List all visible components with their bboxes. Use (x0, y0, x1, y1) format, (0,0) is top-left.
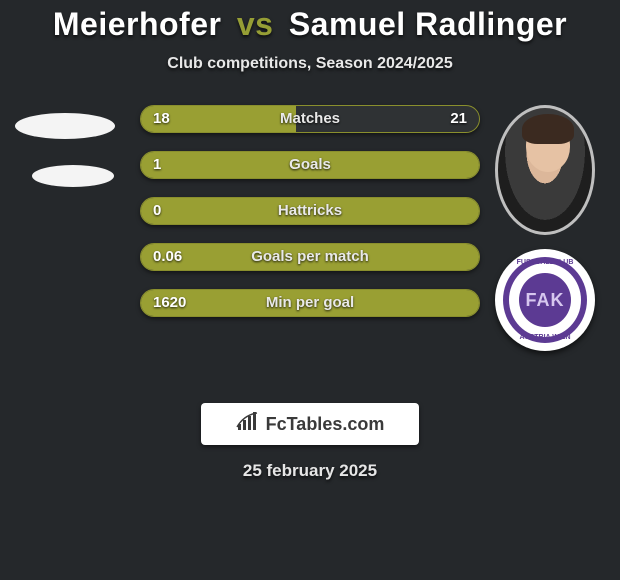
title-player2: Samuel Radlinger (289, 6, 567, 42)
bar-row: 1821Matches (140, 105, 480, 133)
comparison-area: 1821Matches 1Goals 0Hattricks 0.06Goals per… (0, 105, 620, 385)
bar-label: Goals (141, 152, 479, 178)
left-column (10, 105, 120, 213)
comparison-bars: 1821Matches 1Goals 0Hattricks 0.06Goals per… (140, 105, 480, 335)
brand-text: FcTables.com (266, 414, 385, 435)
bar-row: 1Goals (140, 151, 480, 179)
title-player1: Meierhofer (53, 6, 222, 42)
bar-label: Goals per match (141, 244, 479, 270)
bar-chart-icon (236, 412, 260, 437)
title-vs: vs (231, 6, 280, 42)
player1-crest-placeholder (32, 165, 114, 187)
crest-monogram: FAK (519, 273, 571, 327)
bar-label: Hattricks (141, 198, 479, 224)
player1-photo-placeholder (15, 113, 115, 139)
right-column: FUSSBALLKLUB FAK AUSTRIA WIEN (490, 105, 600, 351)
crest-ring-text-bottom: AUSTRIA WIEN (495, 334, 595, 341)
bar-row: 1620Min per goal (140, 289, 480, 317)
page-title: Meierhofer vs Samuel Radlinger (0, 6, 620, 43)
crest-ring-text-top: FUSSBALLKLUB (495, 259, 595, 266)
bar-label: Min per goal (141, 290, 479, 316)
date-label: 25 february 2025 (0, 461, 620, 481)
player2-photo (495, 105, 595, 235)
bar-row: 0Hattricks (140, 197, 480, 225)
root: Meierhofer vs Samuel Radlinger Club comp… (0, 0, 620, 481)
bar-row: 0.06Goals per match (140, 243, 480, 271)
player2-crest: FUSSBALLKLUB FAK AUSTRIA WIEN (495, 249, 595, 351)
bar-label: Matches (141, 106, 479, 132)
subtitle: Club competitions, Season 2024/2025 (0, 55, 620, 73)
brand-card: FcTables.com (201, 403, 419, 445)
